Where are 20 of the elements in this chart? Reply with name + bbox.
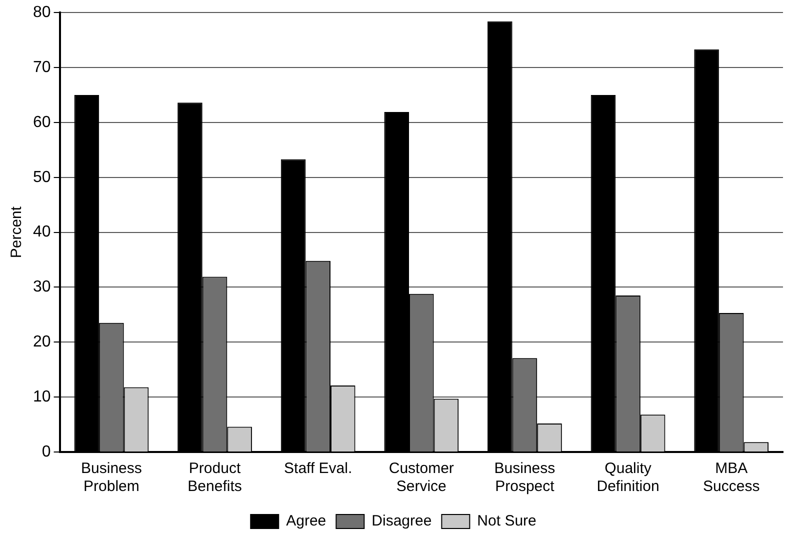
x-tick-label: Business Problem [81, 460, 142, 496]
x-tick-label: Staff Eval. [284, 460, 352, 478]
y-tick-label: 20 [33, 334, 51, 351]
x-tick-label: MBA Success [702, 460, 760, 496]
y-tick-label: 0 [42, 443, 51, 460]
y-tick-label: 40 [33, 224, 51, 241]
y-axis-title: Percent [8, 206, 26, 258]
legend-label: Disagree [372, 512, 432, 530]
x-tick-label: Product Benefits [188, 460, 242, 496]
y-tick-label: 50 [33, 168, 51, 186]
x-tick-label: Quality Definition [596, 460, 660, 496]
legend-label: Agree [286, 512, 326, 530]
legend-label: Not Sure [477, 512, 536, 530]
x-tick-label: Customer Service [388, 460, 454, 496]
y-tick-label: 60 [33, 114, 51, 131]
y-tick-label: 80 [33, 4, 51, 22]
y-tick-label: 70 [33, 58, 51, 76]
y-tick-label: 10 [33, 388, 51, 406]
y-tick-label: 30 [33, 278, 51, 296]
x-tick-label: Business Prospect [494, 460, 556, 496]
